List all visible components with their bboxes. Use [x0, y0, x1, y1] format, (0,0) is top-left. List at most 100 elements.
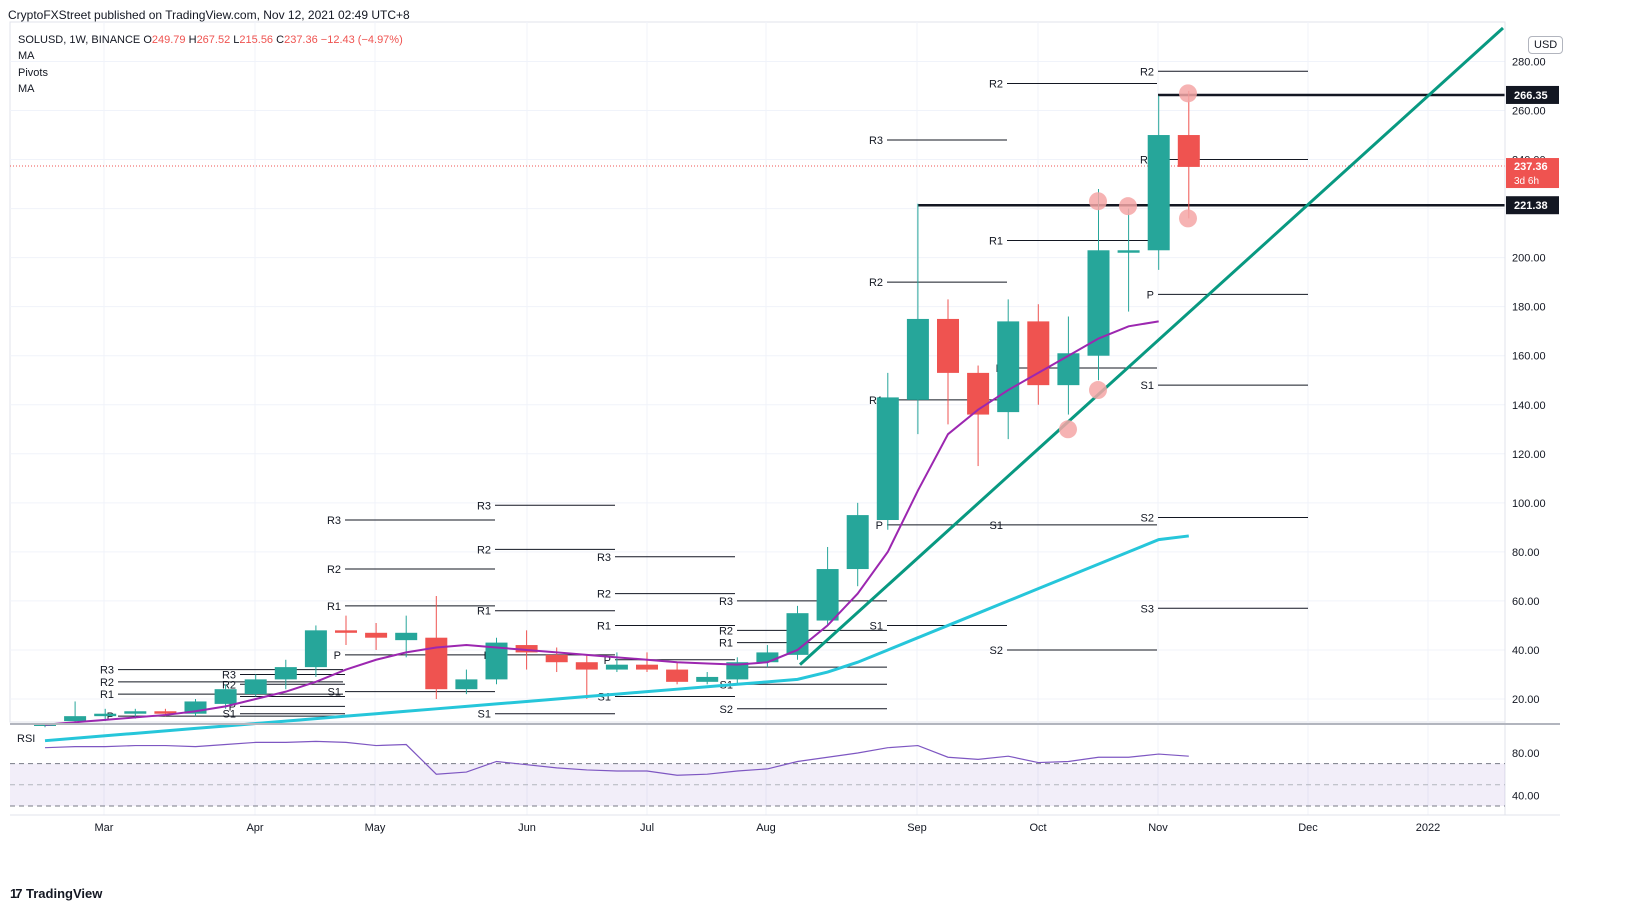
touch-marker — [1089, 381, 1107, 400]
price-tick-label: 100.00 — [1512, 498, 1546, 510]
indicator-ma-2[interactable]: MA — [18, 83, 35, 95]
rsi-tick-label: 40.00 — [1512, 790, 1540, 802]
touch-marker — [1119, 197, 1137, 216]
pivot-label: S1 — [870, 620, 883, 632]
candle-body — [64, 716, 87, 722]
pivot-label: P — [229, 701, 236, 713]
candle-body — [1057, 353, 1080, 386]
time-tick-label: May — [365, 822, 386, 834]
close-value: 237.36 — [284, 34, 318, 46]
price-tick-label: 140.00 — [1512, 400, 1546, 412]
pivot-label: R2 — [1140, 66, 1154, 78]
pivot-label: P — [107, 711, 114, 723]
pivot-label: R3 — [719, 596, 733, 608]
pivot-label: R2 — [327, 564, 341, 576]
open-value: 249.79 — [151, 34, 186, 46]
pivot-label: R3 — [597, 552, 611, 564]
time-tick-label: 2022 — [1416, 822, 1440, 834]
touch-marker — [1059, 420, 1077, 439]
rsi-tick-label: 80.00 — [1512, 748, 1540, 760]
candle-body — [274, 667, 297, 680]
candle-body — [876, 397, 899, 521]
key-levels — [10, 93, 1505, 207]
open-label: O — [143, 34, 152, 46]
price-tick-label: 280.00 — [1512, 56, 1546, 68]
time-tick-label: Jun — [518, 822, 536, 834]
pivot-label: R1 — [989, 235, 1003, 247]
ma-slow-line — [44, 534, 1189, 743]
indicator-ma-1[interactable]: MA — [18, 50, 35, 62]
ma-fast-line — [44, 320, 1159, 726]
pivot-label: R2 — [869, 277, 883, 289]
time-axis[interactable]: Mar Apr May Jun Jul Aug Sep Oct Nov Dec 2022 — [95, 822, 1441, 834]
candle-body — [244, 679, 267, 695]
countdown-label: 3d 6h — [1514, 176, 1539, 187]
low-value: 215.56 — [239, 34, 274, 46]
moving-averages — [44, 320, 1189, 743]
candle-body — [365, 632, 388, 638]
rsi-title: RSI — [17, 733, 35, 745]
candle-body — [485, 642, 508, 680]
pivot-label: R3 — [327, 515, 341, 527]
candle-body — [937, 318, 959, 373]
pivot-label: S1 — [478, 709, 491, 721]
time-tick-label: Apr — [246, 822, 263, 834]
candle-body — [124, 711, 147, 714]
price-tick-label: 80.00 — [1512, 547, 1540, 559]
time-tick-label: Jul — [640, 822, 654, 834]
candle-body — [1147, 135, 1170, 251]
logo-text: TradingView — [26, 886, 103, 901]
candle-body — [816, 569, 839, 621]
tradingview-logo: 17 TradingView — [10, 886, 102, 901]
currency-badge[interactable]: USD — [1528, 36, 1564, 54]
pivot-label: R1 — [100, 689, 114, 701]
pivot-label: S1 — [328, 687, 341, 699]
touch-markers — [1059, 84, 1197, 439]
change-value: −12.43 (−4.97%) — [320, 34, 403, 46]
grid — [9, 21, 1506, 815]
low-label: L — [233, 34, 240, 46]
resistance-price-label-bg — [1506, 85, 1559, 104]
touch-marker — [1179, 209, 1197, 228]
candle-body — [545, 654, 568, 663]
pivot-label: S1 — [1141, 380, 1154, 392]
candle-body — [906, 318, 929, 400]
candle-body — [666, 669, 689, 682]
candle-body — [967, 372, 990, 415]
pivot-label: R2 — [597, 589, 611, 601]
price-axis[interactable]: 20.00 40.00 60.00 80.00 100.00 120.00 140.00 16… — [10, 22, 1560, 816]
pivot-label: S2 — [990, 645, 1003, 657]
touch-marker — [1179, 84, 1197, 103]
candle-body — [786, 613, 809, 655]
price-tick-label: 120.00 — [1512, 449, 1546, 461]
time-tick-label: Mar — [95, 822, 114, 834]
price-tick-label: 180.00 — [1512, 302, 1546, 314]
publisher-header: CryptoFXStreet published on TradingView.… — [8, 8, 410, 22]
close-label: C — [276, 34, 285, 46]
candle-body — [515, 645, 538, 653]
price-tick-label: 60.00 — [1512, 596, 1540, 608]
candle-body — [696, 676, 719, 682]
pivot-label: S2 — [1141, 513, 1154, 525]
pivot-label: R1 — [719, 638, 733, 650]
pivot-label: P — [876, 520, 883, 532]
candle-body — [395, 632, 418, 641]
pivot-label: R3 — [100, 665, 114, 677]
candle-body — [846, 515, 869, 570]
candle-body — [455, 679, 478, 690]
symbol-name: SOLUSD, 1W, BINANCE — [18, 34, 141, 46]
candle-body — [1027, 321, 1050, 386]
high-value: 267.52 — [196, 34, 231, 46]
time-tick-label: Sep — [907, 822, 927, 834]
pivot-label: P — [604, 655, 611, 667]
indicator-pivots[interactable]: Pivots — [18, 67, 48, 79]
candle-body — [1177, 135, 1200, 167]
pivot-label: R3 — [222, 669, 236, 681]
pivot-label: R2 — [477, 544, 491, 556]
price-tick-label: 200.00 — [1512, 253, 1546, 265]
pivot-label: R3 — [477, 500, 491, 512]
high-label: H — [188, 34, 197, 46]
candle-body — [154, 711, 177, 714]
candle-body — [605, 664, 628, 670]
